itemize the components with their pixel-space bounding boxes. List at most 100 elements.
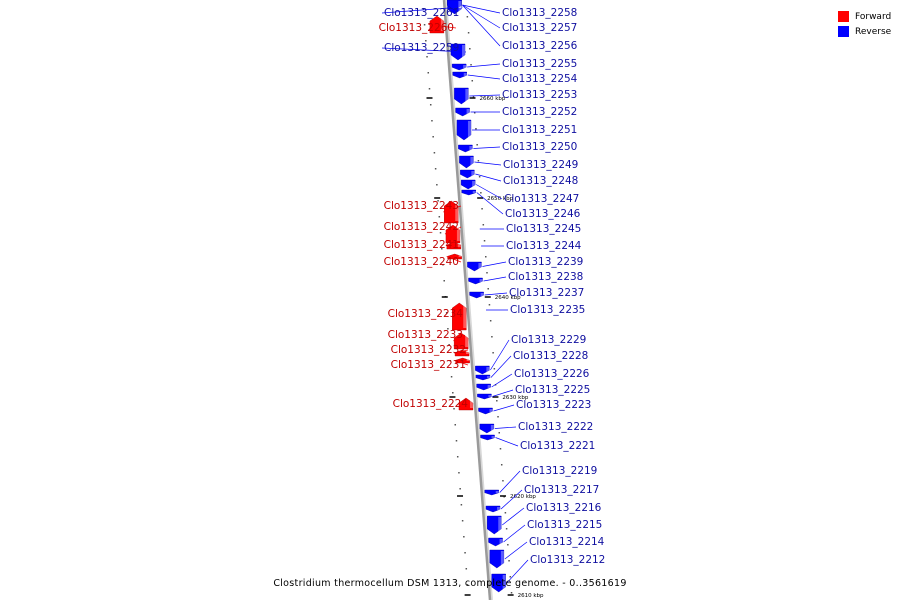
gene-label[interactable]: Clo1313_2212: [530, 554, 605, 566]
gene-arrow[interactable]: [453, 332, 469, 350]
gene-label[interactable]: Clo1313_2261: [384, 7, 459, 19]
gene-label[interactable]: Clo1313_2217: [524, 484, 599, 496]
gene-arrow-shade: [456, 226, 460, 241]
gene-label[interactable]: Clo1313_2257: [502, 22, 577, 34]
gene-label[interactable]: Clo1313_2219: [522, 465, 597, 477]
reverse-swatch: [838, 26, 849, 37]
gene-arrow[interactable]: [475, 374, 491, 381]
gene-label[interactable]: Clo1313_2253: [502, 89, 577, 101]
gene-label[interactable]: Clo1313_2240: [384, 256, 459, 268]
gene-arrow[interactable]: [450, 43, 466, 61]
gene-arrow[interactable]: [485, 505, 501, 513]
gene-arrow[interactable]: [458, 144, 473, 153]
gene-arrow[interactable]: [452, 302, 467, 331]
gene-label[interactable]: Clo1313_2255: [502, 58, 577, 70]
gene-arrow[interactable]: [454, 87, 469, 105]
gene-arrow-shade: [440, 17, 444, 31]
gene-label[interactable]: Clo1313_2222: [518, 421, 593, 433]
gene-label[interactable]: Clo1313_2229: [511, 334, 586, 346]
backbone-dot: [447, 328, 449, 330]
gene-arrow[interactable]: [488, 537, 503, 547]
gene-label[interactable]: Clo1313_2239: [508, 256, 583, 268]
label-leader: [467, 74, 501, 80]
gene-arrow[interactable]: [429, 15, 445, 34]
gene-label[interactable]: Clo1313_2237: [509, 287, 584, 299]
backbone-dot: [480, 192, 482, 194]
label-leader: [484, 292, 508, 296]
gene-arrow[interactable]: [460, 169, 475, 179]
gene-arrow[interactable]: [455, 357, 470, 364]
gene-arrow[interactable]: [446, 241, 462, 250]
gene-label[interactable]: Clo1313_2245: [506, 223, 581, 235]
gene-arrow[interactable]: [459, 155, 474, 169]
gene-arrow[interactable]: [447, 0, 462, 11]
gene-label[interactable]: Clo1313_2235: [510, 304, 585, 316]
gene-label[interactable]: Clo1313_2254: [502, 73, 578, 85]
gene-arrow[interactable]: [475, 365, 490, 375]
gene-arrow[interactable]: [479, 423, 495, 434]
gene-arrow[interactable]: [458, 397, 474, 411]
gene-label[interactable]: Clo1313_2258: [502, 7, 577, 19]
gene-label[interactable]: Clo1313_2248: [503, 175, 578, 187]
gene-label[interactable]: Clo1313_2214: [529, 536, 605, 548]
gene-label[interactable]: Clo1313_2256: [502, 40, 578, 52]
gene-arrow-shade: [467, 121, 471, 138]
gene-arrow[interactable]: [484, 489, 499, 496]
gene-label[interactable]: Clo1313_2242: [384, 221, 459, 233]
backbone-dot: [487, 288, 489, 290]
gene-arrow[interactable]: [455, 107, 470, 117]
gene-arrow[interactable]: [460, 179, 476, 190]
gene-label[interactable]: Clo1313_2252: [502, 106, 577, 118]
backbone-dot: [460, 504, 463, 506]
gene-arrow-shade: [486, 376, 490, 378]
gene-arrow[interactable]: [476, 383, 491, 391]
gene-arrow[interactable]: [445, 224, 461, 244]
gene-arrow[interactable]: [454, 349, 470, 357]
gene-label[interactable]: Clo1313_2249: [503, 159, 578, 171]
gene-label[interactable]: Clo1313_2215: [527, 519, 602, 531]
gene-arrow[interactable]: [447, 253, 462, 260]
gene-arrow[interactable]: [456, 119, 472, 141]
gene-label[interactable]: Clo1313_2247: [504, 193, 579, 205]
gene-label[interactable]: Clo1313_2226: [514, 368, 590, 380]
gene-arrow[interactable]: [467, 261, 482, 272]
backbone-dot: [433, 152, 436, 154]
gene-label[interactable]: Clo1313_2241: [384, 239, 459, 251]
backbone-dot: [471, 80, 474, 82]
gene-label[interactable]: Clo1313_2251: [502, 124, 577, 136]
gene-label[interactable]: Clo1313_2224: [393, 398, 469, 410]
gene-label[interactable]: Clo1313_2244: [506, 240, 582, 252]
backbone-shadow: [444, 0, 493, 600]
gene-arrow-shade: [457, 243, 461, 247]
gene-label[interactable]: Clo1313_2232: [391, 344, 466, 356]
gene-arrow[interactable]: [487, 515, 502, 535]
gene-label[interactable]: Clo1313_2259: [384, 42, 459, 54]
strand-legend: Forward Reverse: [838, 9, 898, 39]
gene-label[interactable]: Clo1313_2260: [379, 22, 454, 34]
label-leader: [475, 184, 503, 200]
gene-label[interactable]: Clo1313_2250: [502, 141, 577, 153]
gene-label[interactable]: Clo1313_2221: [520, 440, 595, 452]
gene-label[interactable]: Clo1313_2238: [508, 271, 583, 283]
gene-arrow[interactable]: [444, 200, 459, 224]
gene-arrow[interactable]: [480, 434, 495, 441]
gene-label[interactable]: Clo1313_2233: [388, 329, 463, 341]
gene-arrow[interactable]: [489, 549, 505, 569]
gene-label[interactable]: Clo1313_2225: [515, 384, 590, 396]
gene-arrow[interactable]: [491, 573, 506, 593]
gene-arrow[interactable]: [478, 407, 493, 415]
gene-arrow[interactable]: [469, 291, 484, 299]
gene-label[interactable]: Clo1313_2243: [384, 200, 459, 212]
gene-arrow[interactable]: [461, 189, 476, 196]
gene-arrow-shade: [465, 89, 469, 102]
gene-label[interactable]: Clo1313_2234: [388, 308, 464, 320]
gene-label[interactable]: Clo1313_2223: [516, 399, 591, 411]
gene-label[interactable]: Clo1313_2231: [391, 359, 466, 371]
gene-arrow[interactable]: [477, 393, 492, 400]
gene-arrow[interactable]: [451, 63, 467, 71]
gene-arrow[interactable]: [468, 277, 483, 285]
gene-label[interactable]: Clo1313_2216: [526, 502, 602, 514]
gene-label[interactable]: Clo1313_2228: [513, 350, 588, 362]
gene-arrow[interactable]: [452, 71, 467, 79]
gene-label[interactable]: Clo1313_2246: [505, 208, 581, 220]
